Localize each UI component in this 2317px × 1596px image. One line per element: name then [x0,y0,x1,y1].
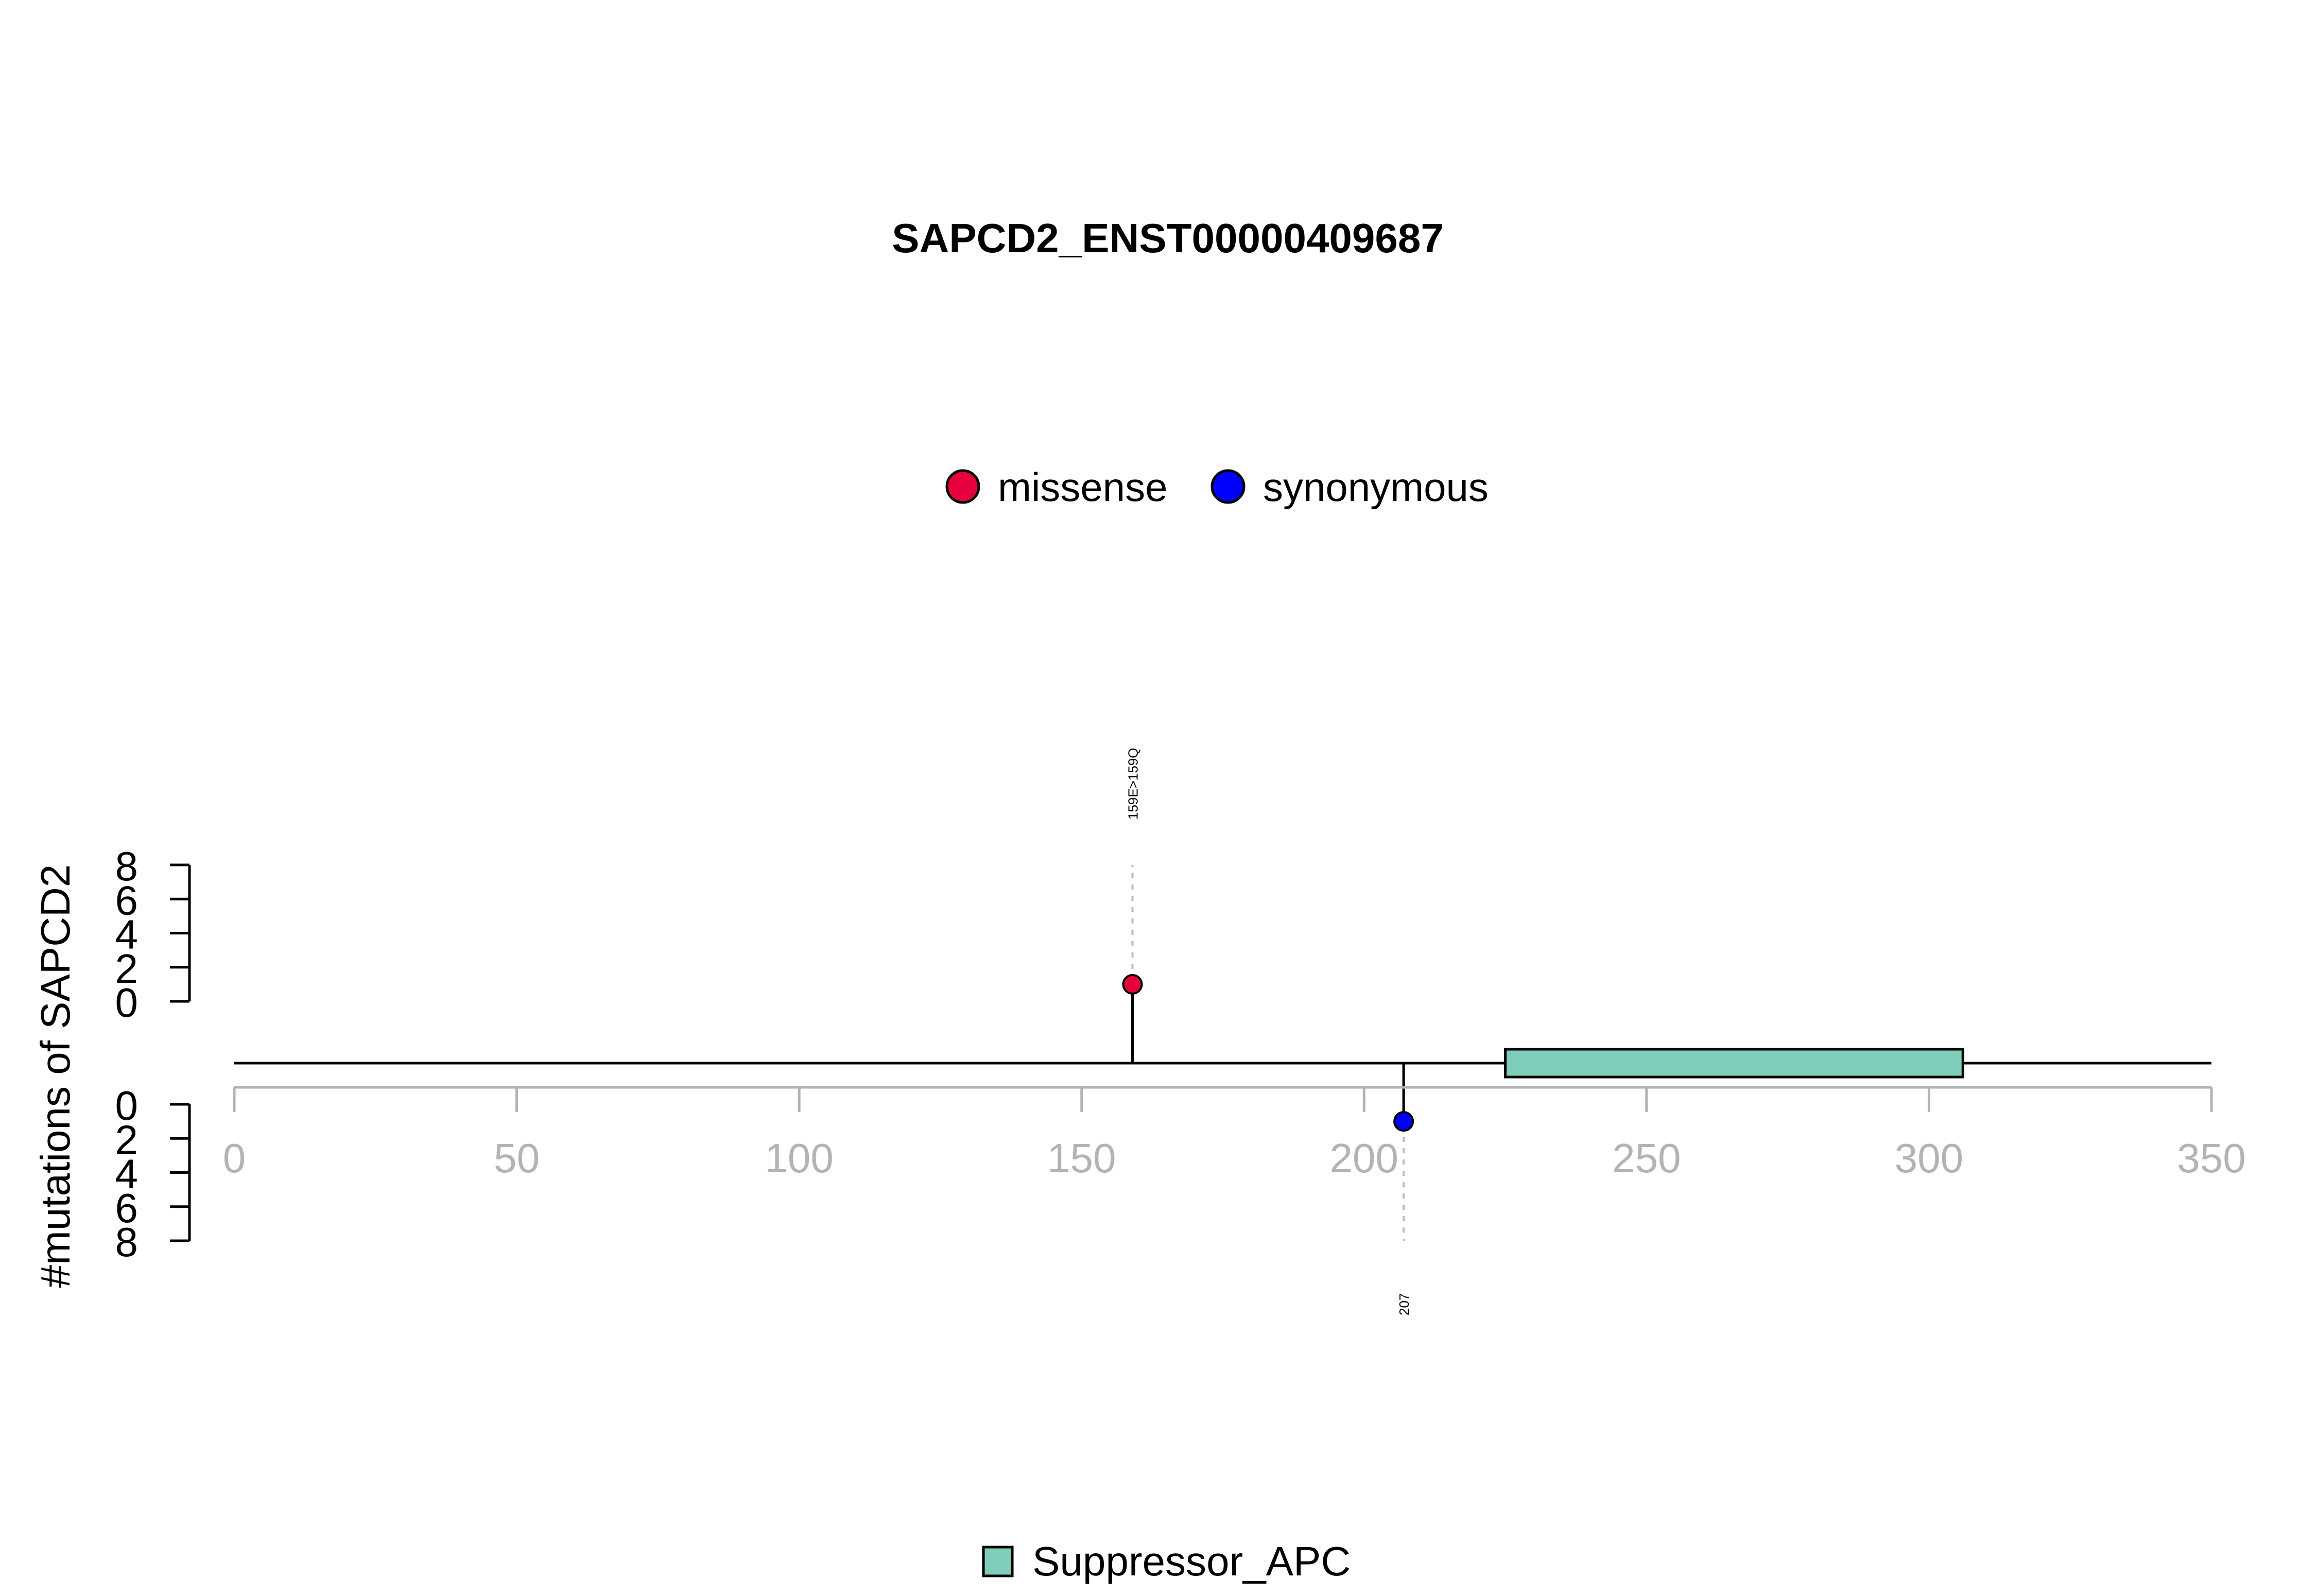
x-tick-label-150: 150 [1047,1135,1116,1181]
legend-domain-marker-Suppressor_APC [982,1546,1014,1577]
mutation-label-1: 207 [1396,1293,1412,1315]
legend-domain-label-Suppressor_APC: Suppressor_APC [1032,1538,1351,1584]
mutation-point-1 [1393,1111,1414,1132]
y-tick-label-top-0: 0 [115,980,139,1026]
x-tick-label-0: 0 [223,1135,246,1181]
y-axis-label: #mutations of SAPCD2 [32,864,78,1288]
y-tick-label-bottom-2: 2 [115,1117,139,1163]
x-tick-label-300: 300 [1895,1135,1963,1181]
x-tick-label-200: 200 [1330,1135,1398,1181]
x-tick-label-50: 50 [494,1135,540,1181]
domain-legend: Suppressor_APC [982,1538,1351,1584]
y-tick-label-bottom-6: 6 [115,1185,139,1231]
mutation-label-0: 159E>159Q [1125,748,1140,820]
y-tick-label-bottom-4: 4 [115,1151,139,1197]
legend-label-missense: missense [998,464,1167,510]
x-tick-label-350: 350 [2177,1135,2245,1181]
x-tick-label-100: 100 [765,1135,833,1181]
y-tick-label-bottom-0: 0 [115,1083,139,1129]
y-tick-label-top-8: 8 [115,843,139,889]
domain-box-Suppressor_APC [1504,1048,1964,1079]
mutation-type-legend: missense synonymous [945,464,1489,510]
mutation-points [1122,974,1414,1132]
y-tick-label-top-6: 6 [115,877,139,923]
y-tick-label-top-4: 4 [115,912,139,958]
x-axis: 0 50 100 150 200 250 300 350 [223,1086,2246,1181]
x-tick-label-250: 250 [1612,1135,1681,1181]
y-tick-label-bottom-8: 8 [115,1219,139,1265]
legend-marker-synonymous [1211,469,1246,504]
mutation-point-0 [1122,974,1143,995]
domain-boxes [1504,1048,1964,1079]
legend-marker-missense [945,469,980,504]
mutation-stems: 159E>159Q 207 [1125,748,1412,1315]
y-tick-label-top-2: 2 [115,946,139,992]
chart-title: SAPCD2_ENST00000409687 [892,215,1444,261]
legend-label-synonymous: synonymous [1263,464,1489,510]
